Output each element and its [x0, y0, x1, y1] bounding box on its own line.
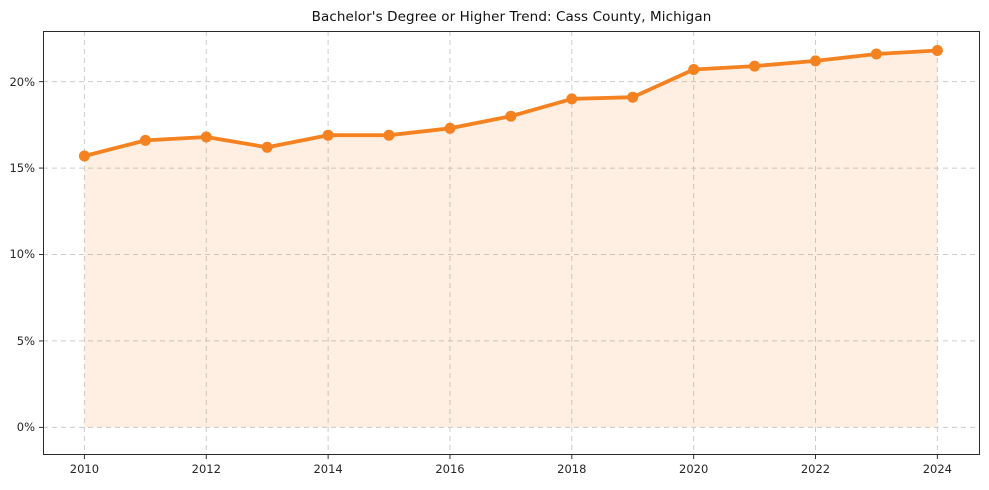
data-point-2014: [322, 129, 334, 141]
data-point-2010: [78, 150, 90, 162]
x-tick-label-2022: 2022: [800, 462, 831, 476]
y-tick-label-15%: 15%: [9, 161, 35, 176]
data-point-2015: [383, 129, 395, 141]
area-fill: [84, 50, 938, 428]
y-tick-label-5%: 5%: [16, 333, 35, 348]
data-point-2021: [749, 60, 761, 72]
x-tick-label-2020: 2020: [679, 462, 709, 476]
plot-border: [43, 31, 980, 455]
chart-title: Bachelor's Degree or Higher Trend: Cass …: [311, 9, 712, 25]
y-tick-label-20%: 20%: [9, 74, 35, 89]
x-tick-label-2012: 2012: [191, 462, 221, 476]
data-point-2023: [870, 48, 882, 60]
x-tick-label-2024: 2024: [922, 462, 952, 476]
x-tick-label-2010: 2010: [69, 462, 100, 476]
data-point-2018: [566, 93, 578, 105]
x-tick-label-2018: 2018: [557, 462, 587, 476]
data-point-2022: [810, 55, 821, 67]
x-tick-label-2014: 2014: [313, 462, 343, 476]
y-tick-label-0%: 0%: [16, 420, 35, 435]
y-tick-label-10%: 10%: [9, 247, 35, 262]
data-point-2020: [688, 64, 700, 75]
data-point-2017: [505, 110, 517, 122]
data-point-2019: [627, 91, 639, 103]
x-tick-label-2016: 2016: [435, 462, 465, 476]
data-point-2013: [261, 141, 273, 153]
data-point-2024: [931, 45, 943, 56]
data-point-2016: [444, 122, 456, 134]
data-point-2012: [200, 131, 212, 143]
data-point-2011: [139, 134, 151, 146]
